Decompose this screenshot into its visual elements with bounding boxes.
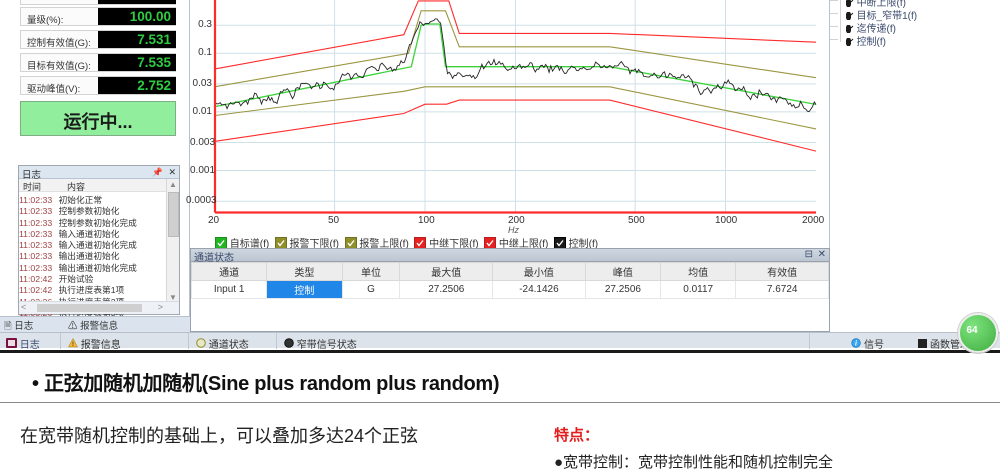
svg-text:!: ! <box>72 341 74 348</box>
